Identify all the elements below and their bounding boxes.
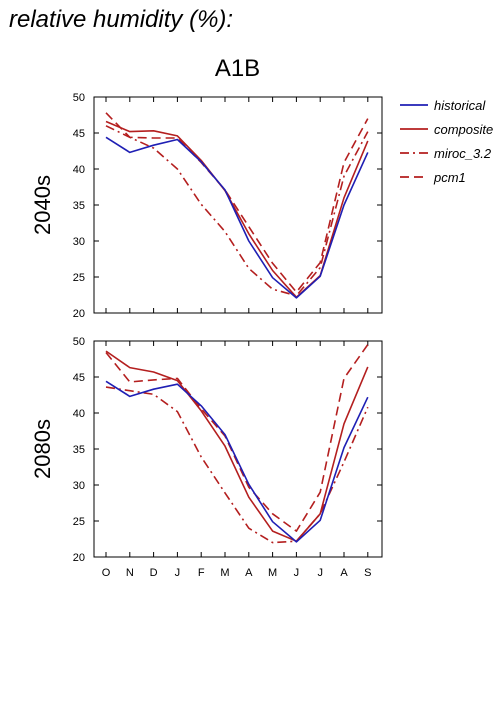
x-tick-label: F bbox=[198, 567, 205, 579]
series-line-miroc bbox=[105, 125, 369, 297]
legend-label-miroc: miroc_3.2 bbox=[434, 146, 492, 161]
y-tick-label: 40 bbox=[73, 408, 85, 420]
series-line-composite bbox=[105, 350, 369, 543]
y-tick-label: 30 bbox=[73, 480, 85, 492]
y-tick-label: 20 bbox=[73, 552, 85, 564]
y-tick-label: 25 bbox=[73, 272, 85, 284]
x-tick-label: D bbox=[150, 567, 158, 579]
y-tick-label: 50 bbox=[73, 92, 85, 104]
x-tick-label: M bbox=[220, 567, 229, 579]
y-tick-label: 35 bbox=[73, 200, 85, 212]
y-tick-label: 45 bbox=[73, 372, 85, 384]
series-line-pcm1 bbox=[105, 112, 369, 293]
x-tick-label: A bbox=[245, 567, 253, 579]
row-label: 2080s bbox=[30, 419, 55, 479]
panel-2080s: 20 25 30 35 40 45 50 O N D J F M A M J J A S 2080s bbox=[30, 336, 383, 579]
x-tick-label: M bbox=[268, 567, 277, 579]
legend-label-composite: composite bbox=[434, 122, 493, 137]
series-line-historical bbox=[105, 380, 369, 543]
x-tick-label: S bbox=[364, 567, 371, 579]
legend: historical composite miroc_3.2 pcm1 bbox=[400, 98, 493, 185]
series-line-pcm1 bbox=[105, 344, 369, 532]
y-tick-label: 25 bbox=[73, 516, 85, 528]
x-tick-label: O bbox=[102, 567, 111, 579]
y-tick-label: 50 bbox=[73, 336, 85, 348]
x-tick-label: A bbox=[340, 567, 348, 579]
x-tick-label: J bbox=[317, 567, 323, 579]
plot-frame bbox=[93, 96, 383, 314]
plot-frame bbox=[93, 340, 383, 558]
x-tick-label: J bbox=[294, 567, 300, 579]
y-tick-label: 45 bbox=[73, 128, 85, 140]
y-tick-label: 35 bbox=[73, 444, 85, 456]
y-tick-label: 30 bbox=[73, 236, 85, 248]
page-title: relative humidity (%): bbox=[9, 6, 234, 33]
series-line-miroc bbox=[105, 386, 369, 544]
y-tick-label: 20 bbox=[73, 308, 85, 320]
scenario-title: A1B bbox=[214, 55, 261, 82]
x-tick-label: J bbox=[175, 567, 181, 579]
panel-2040s: 20 25 30 35 40 45 50 2040s bbox=[30, 92, 383, 320]
x-tick-label: N bbox=[126, 567, 134, 579]
row-label: 2040s bbox=[30, 175, 55, 235]
series-line-historical bbox=[105, 136, 369, 299]
legend-label-historical: historical bbox=[434, 98, 486, 113]
y-tick-label: 40 bbox=[73, 164, 85, 176]
legend-label-pcm1: pcm1 bbox=[433, 170, 466, 185]
